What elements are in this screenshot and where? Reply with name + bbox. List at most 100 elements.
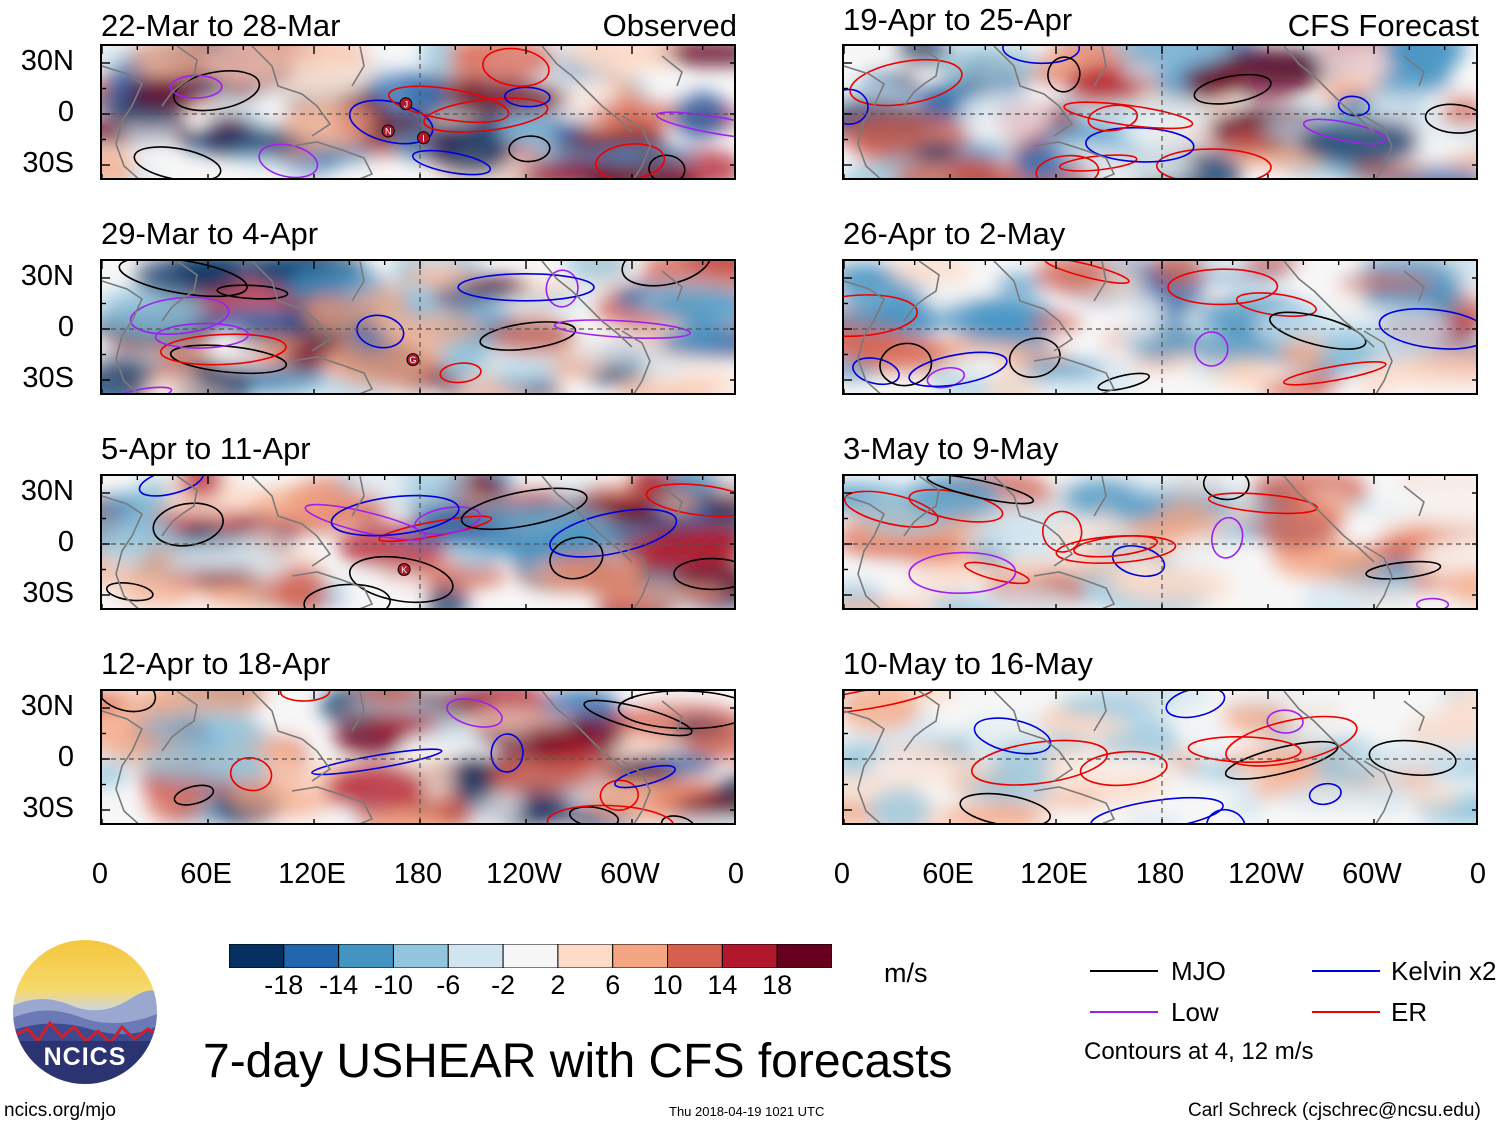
anomaly-contour: [964, 561, 1030, 585]
colorbar-swatch: [283, 943, 340, 969]
shear-blob: [1376, 351, 1476, 389]
cfs-forecast-label: CFS Forecast: [1287, 8, 1479, 43]
shear-blob: [161, 551, 292, 573]
anomaly-contour: [1156, 148, 1272, 178]
colorbar-swatch: [502, 943, 559, 969]
storm-marker: N: [381, 124, 395, 138]
shear-blob: [149, 691, 269, 718]
coastline: [661, 55, 683, 87]
anomaly-contour: [879, 342, 933, 387]
coastline: [351, 46, 365, 87]
anomaly-contour: [1266, 709, 1304, 734]
shear-blob: [1131, 114, 1210, 155]
anomaly-contour: [617, 691, 734, 730]
anomaly-contour: [599, 779, 639, 811]
shear-blob: [483, 500, 604, 552]
logo-text: NCICS: [43, 1043, 127, 1071]
shear-blob: [178, 476, 224, 499]
lat-label: 30N: [20, 475, 74, 507]
anomaly-contour: [138, 476, 204, 497]
legend-label-low: Low: [1171, 997, 1219, 1027]
anomaly-contour: [844, 88, 869, 126]
anomaly-contour: [414, 506, 481, 535]
shear-blob: [352, 330, 391, 351]
lat-label: 30S: [22, 792, 74, 824]
anomaly-contour: [173, 70, 261, 112]
anomaly-contour: [102, 691, 157, 713]
shear-blob: [541, 557, 641, 593]
shear-blob: [683, 719, 734, 762]
shear-blob: [973, 587, 1073, 608]
shear-blob: [1059, 714, 1131, 738]
map-svg-2: G: [102, 261, 734, 393]
anomaly-contour: [1224, 740, 1339, 780]
shear-blob: [125, 75, 203, 112]
anomaly-contour: [959, 792, 1051, 823]
anomaly-contour: [1087, 104, 1139, 132]
shear-blob: [358, 691, 423, 707]
anomaly-contour: [595, 143, 666, 178]
anomaly-contour: [330, 494, 460, 537]
coastline: [993, 46, 1074, 137]
lat-label: 30S: [22, 362, 74, 394]
panel-title-6: 26-Apr to 2-May: [843, 216, 1066, 251]
shear-blob: [1030, 314, 1083, 333]
coastline: [1283, 261, 1375, 348]
storm-marker: K: [397, 563, 411, 576]
coastline: [621, 330, 651, 393]
anomaly-contour: [655, 111, 734, 140]
colorbar-swatch: [721, 943, 778, 969]
coastline: [541, 476, 633, 563]
anomaly-contour: [348, 555, 454, 604]
shear-blob: [281, 100, 375, 147]
anomaly-contour: [1079, 750, 1168, 787]
coastline: [1403, 485, 1425, 517]
coastline: [291, 141, 374, 178]
storm-marker: I: [417, 131, 431, 145]
panel-title-7: 3-May to 9-May: [843, 431, 1059, 466]
anomaly-contour: [304, 503, 427, 541]
anomaly-contour: [1368, 739, 1457, 777]
anomaly-contour: [152, 502, 224, 547]
coastline: [1033, 141, 1116, 178]
coastline: [291, 571, 374, 608]
anomaly-contour: [457, 272, 595, 302]
lon-label: 0: [833, 858, 851, 890]
shear-blob: [324, 764, 426, 812]
anomaly-contour: [1269, 311, 1367, 350]
anomaly-contour: [129, 296, 230, 335]
anomaly-contour: [154, 322, 250, 349]
anomaly-contour: [258, 143, 319, 178]
lat-label: 30N: [20, 690, 74, 722]
anomaly-contour: [348, 99, 434, 145]
coastline: [161, 691, 198, 752]
coastline: [291, 786, 374, 823]
coastline: [1363, 330, 1393, 393]
coastline: [1033, 571, 1116, 608]
coastline: [1033, 356, 1116, 393]
shear-blob: [102, 356, 157, 393]
storm-marker-icon: [397, 563, 411, 576]
coastline: [993, 476, 1074, 567]
lon-label: 60W: [1342, 858, 1402, 890]
shear-blob: [274, 563, 330, 608]
shear-blob: [176, 126, 306, 155]
coastline: [291, 356, 374, 393]
shear-blob: [567, 46, 651, 68]
colorbar-swatch: [612, 943, 669, 969]
colorbar-tick-label: -14: [319, 970, 359, 1000]
coastline: [903, 691, 940, 752]
shear-blob: [138, 711, 261, 744]
anomaly-contour: [1283, 361, 1387, 386]
anomaly-contour: [1225, 715, 1358, 767]
map-svg-4: [102, 691, 734, 823]
coastline: [993, 691, 1074, 782]
shear-blob: [448, 46, 556, 81]
anomaly-contour: [1424, 103, 1476, 134]
observed-label: Observed: [602, 8, 737, 43]
map-svg-1: J N I: [102, 46, 734, 178]
shear-blob: [654, 291, 734, 326]
lon-label: 0: [727, 858, 745, 890]
anomaly-contour: [439, 362, 482, 384]
anomaly-contour: [1085, 126, 1195, 163]
